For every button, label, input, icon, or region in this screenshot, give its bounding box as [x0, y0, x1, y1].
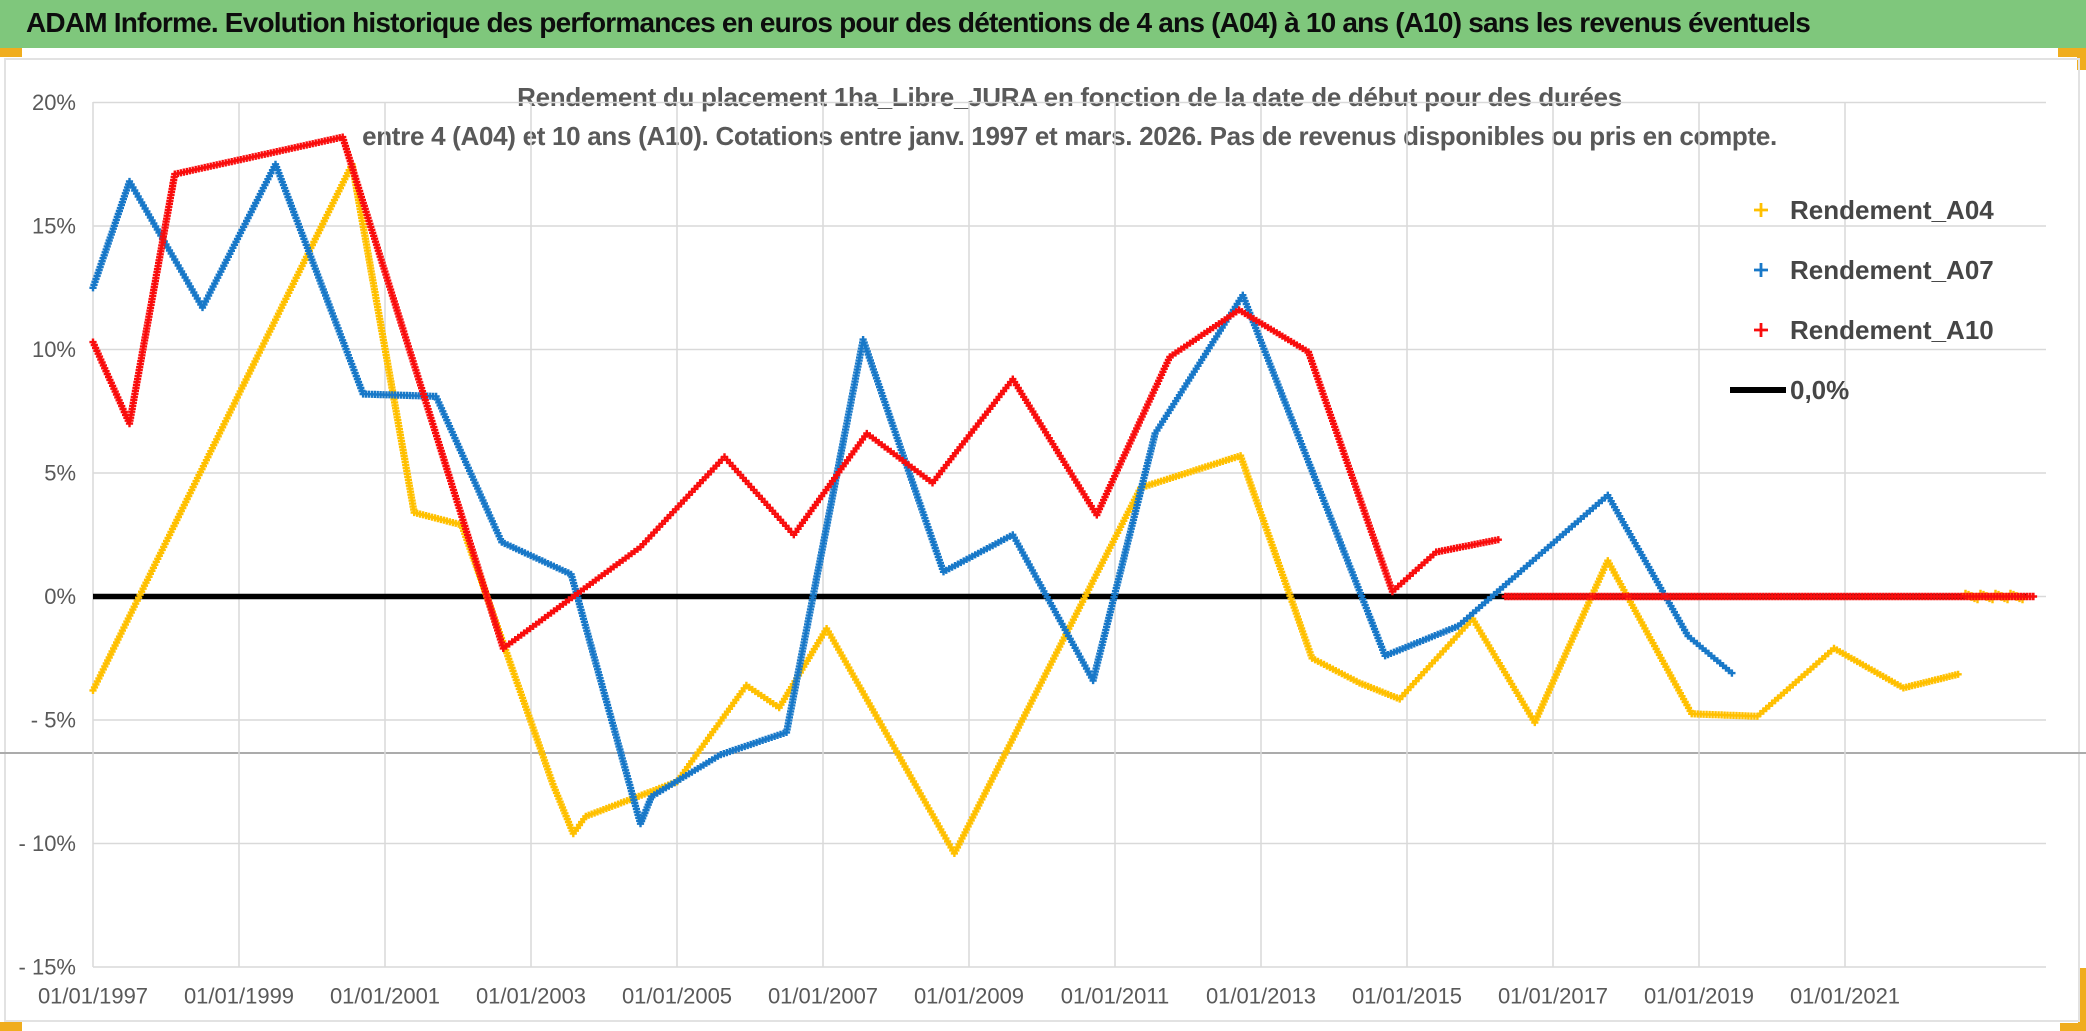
x-axis-tick-label: 01/01/2005	[622, 984, 732, 1009]
legend-label: 0,0%	[1790, 375, 1850, 405]
x-axis-tick-label: 01/01/2009	[914, 984, 1024, 1009]
x-axis-tick-label: 01/01/2013	[1206, 984, 1316, 1009]
legend-label: Rendement_A10	[1790, 315, 1994, 345]
legend-label: Rendement_A04	[1790, 195, 1994, 225]
x-axis-tick-label: 01/01/2001	[330, 984, 440, 1009]
report-title: ADAM Informe. Evolution historique des p…	[26, 7, 1811, 38]
series-Rendement_A10	[89, 133, 1502, 652]
x-axis-tick-label: 01/01/2007	[768, 984, 878, 1009]
gold-accent-bottom-right-h	[2060, 1023, 2086, 1031]
chart-title-line1: Rendement du placement 1ha_Libre_JURA en…	[517, 82, 1622, 112]
x-axis-tick-label: 01/01/1999	[184, 984, 294, 1009]
gold-accent-top-left	[0, 48, 22, 57]
series-Rendement_A04	[89, 160, 1962, 857]
chart-title-line2: entre 4 (A04) et 10 ans (A10). Cotations…	[362, 121, 1777, 151]
legend-plus-marker-icon	[1754, 203, 1768, 217]
gold-accent-bottom-left	[0, 1022, 22, 1031]
x-axis-tick-label: 01/01/2011	[1061, 984, 1169, 1009]
gold-accent-top-right-v	[2077, 48, 2086, 70]
x-axis-tick-label: 01/01/1997	[38, 984, 148, 1009]
x-axis-tick-label: 01/01/2003	[476, 984, 586, 1009]
y-axis-tick-label: 5%	[44, 461, 76, 486]
x-axis-tick-label: 01/01/2017	[1498, 984, 1608, 1009]
legend-plus-marker-icon	[1754, 263, 1768, 277]
legend-line-swatch	[1730, 387, 1786, 393]
y-axis-tick-label: 15%	[32, 214, 76, 239]
y-axis-tick-label: - 5%	[31, 708, 76, 733]
y-axis-tick-label: 0%	[44, 584, 76, 609]
y-axis-tick-label: - 10%	[19, 831, 76, 856]
gold-accent-top-right-h	[2058, 48, 2086, 57]
x-axis-tick-label: 01/01/2021	[1790, 984, 1900, 1009]
y-axis-tick-label: 20%	[32, 90, 76, 115]
chart-border-right	[2078, 58, 2080, 1021]
y-axis-tick-label: - 15%	[19, 955, 76, 980]
chart-border-left	[4, 58, 6, 1021]
x-axis-tick-label: 01/01/2015	[1352, 984, 1462, 1009]
legend-label: Rendement_A07	[1790, 255, 1994, 285]
series-Rendement_A10-zero-tail	[1501, 592, 2038, 601]
x-axis-tick-label: 01/01/2019	[1644, 984, 1754, 1009]
pane-divider-line	[0, 752, 2086, 754]
chart-border-bottom	[4, 1020, 2080, 1022]
gold-accent-bottom-right-v	[2078, 968, 2086, 1031]
chart-border-top	[4, 58, 2080, 60]
legend-plus-marker-icon	[1754, 323, 1768, 337]
y-axis-tick-label: 10%	[32, 337, 76, 362]
report-header-bar: ADAM Informe. Evolution historique des p…	[0, 0, 2086, 48]
series-Rendement_A07	[89, 160, 1736, 828]
